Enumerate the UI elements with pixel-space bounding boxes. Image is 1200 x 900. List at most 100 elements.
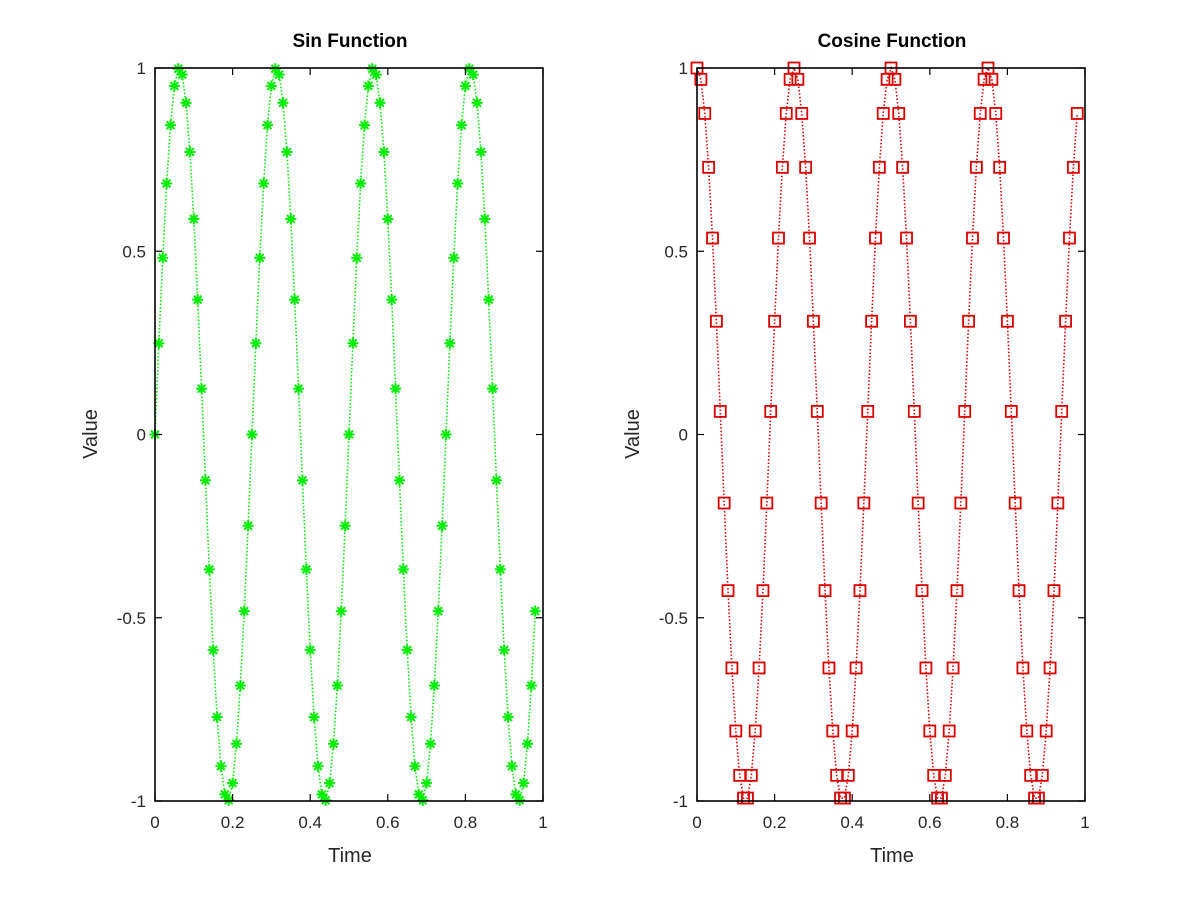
sin-data-point [234,680,246,692]
sin-data-point [238,605,250,617]
cosine-data-point [950,584,964,598]
sin-data-point [157,252,169,264]
sin-data-point [347,337,359,349]
sin-data-point [250,337,262,349]
sin-data-point [359,119,371,131]
cosine-data-point [904,314,917,328]
sin-data-point [490,474,502,486]
sin-x-tick-label: 1 [538,813,547,832]
cosine-data-point [993,160,1007,174]
cosine-data-point [822,661,836,675]
sin-data-point [300,563,312,575]
cosine-data-point [969,160,983,174]
cosine-data-point [853,584,867,598]
cosine-y-tick-label: 0 [679,426,688,445]
sin-data-point [424,738,436,750]
cosine-data-point [772,231,785,245]
cosine-data-point [938,768,952,782]
sin-data-point [184,146,196,158]
sin-data-point [351,252,363,264]
cosine-y-tick-label: 0.5 [664,242,688,261]
cosine-data-point [915,584,929,598]
sin-data-point [405,711,417,723]
cosine-data-point [935,791,948,805]
sin-data-point [421,777,433,789]
cosine-data-point [729,724,743,738]
sin-data-point [242,520,254,532]
sin-data-point [343,429,355,440]
sin-data-point [378,146,390,158]
cosine-data-point [876,107,890,120]
sin-data-point [487,383,499,395]
cosine-data-point [845,724,859,738]
cosine-data-point [818,584,832,598]
sin-data-point [165,119,177,131]
cosine-y-tick-label: -0.5 [659,609,688,628]
sin-data-point [230,738,242,750]
cosine-data-point [1039,724,1053,738]
cosine-data-point [997,231,1010,245]
sin-axis-ticks: 0 0.2 0.4 0.6 0.8 1 -1 -0.5 0 0.5 1 [117,59,548,832]
cosine-data-point [1016,661,1030,675]
cosine-data-point [985,72,999,86]
cosine-data-point [795,107,809,120]
sin-data-point [335,605,347,617]
cosine-x-tick-label: 0.4 [840,813,864,832]
sin-x-tick-label: 0.8 [454,813,478,832]
sin-data-point [440,429,452,440]
sin-data-point [518,777,530,789]
cosine-data-point [923,724,937,738]
sin-data-point [452,177,464,189]
sin-data-point [176,69,188,81]
sin-data-point [192,294,204,306]
sin-data-point [459,80,471,92]
cosine-data-point [814,496,828,510]
cosine-data-point [888,72,902,86]
cosine-subplot: Cosine Function 0 0.2 0.4 0.6 0.8 1 -1 -0.5 0 0.5… [622,31,1090,867]
sin-data-point [483,294,495,306]
sin-data-point [498,644,510,656]
cosine-data-point [872,160,886,174]
cosine-data-point [973,107,987,120]
cosine-data-point [865,314,878,328]
sin-data-point [161,177,173,189]
cosine-y-axis-label: Value [622,409,644,459]
sin-data-point [258,177,270,189]
sin-data-point [401,644,413,656]
cosine-x-tick-label: 0 [692,813,701,832]
cosine-data-point [1047,584,1061,598]
sin-data-point [254,252,266,264]
sin-data-point [277,97,289,109]
cosine-data-point [989,107,1003,120]
sin-data-point [471,97,483,109]
sin-data-point [304,644,316,656]
sin-data-point [215,760,227,772]
cosine-data-point [725,661,739,675]
sin-chart-title: Sin Function [292,31,407,52]
sin-data-point [289,294,301,306]
cosine-data-point [838,791,851,805]
cosine-data-point [869,231,882,245]
cosine-data-point [1012,584,1026,598]
sin-data-point [339,520,351,532]
sin-data-point [312,760,324,772]
sin-data-point [479,213,491,225]
sin-data-point [219,788,231,800]
cosine-data-point [942,724,956,738]
cosine-chart-title: Cosine Function [818,31,967,52]
cosine-data-point [706,231,719,245]
cosine-data-point [803,231,816,245]
cosine-data-point [710,314,723,328]
cosine-data-point [892,107,906,120]
cosine-x-tick-label: 1 [1080,813,1089,832]
sin-data-point [207,644,219,656]
sin-data-point [393,474,405,486]
sin-data-point [510,788,522,800]
sin-data-point [521,738,533,750]
cosine-data-point [713,405,727,418]
sin-data-point [281,146,293,158]
sin-y-tick-label: -1 [131,792,146,811]
cosine-data-point [1055,405,1069,418]
cosine-plot-area [697,68,1085,801]
cosine-data-point [962,314,975,328]
